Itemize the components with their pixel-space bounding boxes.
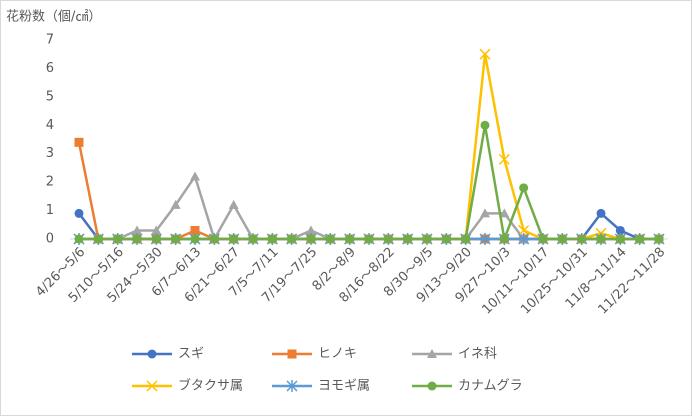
point [479,233,491,245]
point [596,234,606,244]
legend-marker [286,380,298,392]
point [480,208,490,218]
point [74,208,84,218]
point [306,225,316,235]
point [151,234,161,244]
point [364,234,374,244]
legend-marker [287,349,297,359]
point [518,233,530,245]
point [171,234,181,244]
legend-marker [147,349,157,359]
point [615,225,625,235]
point [228,199,239,209]
point [190,171,200,181]
point [635,234,645,244]
point [190,225,200,235]
y-tick-label: 7 [46,33,54,48]
point [209,234,219,244]
point [441,234,451,244]
legend-label: ブタクサ属 [178,378,243,394]
y-tick-label: 1 [46,203,54,218]
point [479,48,491,60]
y-tick-label: 6 [46,61,54,76]
point [480,120,490,130]
legend-label: ヒノキ [318,347,357,362]
y-tick-label: 2 [46,175,54,190]
point [306,234,316,244]
y-tick-label: 5 [46,89,54,104]
legend-label: イネ科 [458,347,497,362]
point [132,225,142,235]
point [345,234,355,244]
point [577,234,587,244]
point [190,234,200,244]
point [151,225,162,235]
legend-label: ヨモギ属 [318,379,370,394]
point [615,234,625,244]
point [596,208,606,218]
point [170,199,181,209]
point [654,234,664,244]
point [422,234,432,244]
point [383,234,393,244]
point [403,234,413,244]
y-tick-label: 4 [46,118,54,133]
legend-marker [146,380,158,392]
chart-title: 花粉数（個/㎠） [6,9,101,25]
point [461,234,471,244]
point [557,234,567,244]
point [325,234,335,244]
legend-marker [427,381,437,391]
point [287,234,297,244]
point [538,234,548,244]
point [248,234,258,244]
point [229,234,239,244]
point [93,234,103,244]
y-tick-label: 3 [46,146,54,161]
point [519,183,529,193]
point [74,234,84,244]
legend-marker [427,349,437,358]
point [74,137,84,147]
legend-label: カナムグラ [458,379,523,394]
legend-label: スギ [178,347,204,362]
point [499,234,509,244]
y-tick-label: 0 [46,232,54,247]
point [267,234,277,244]
point [498,153,510,165]
point [113,234,123,244]
point [132,234,142,244]
point [499,208,510,218]
point [518,224,530,237]
series [74,120,664,244]
